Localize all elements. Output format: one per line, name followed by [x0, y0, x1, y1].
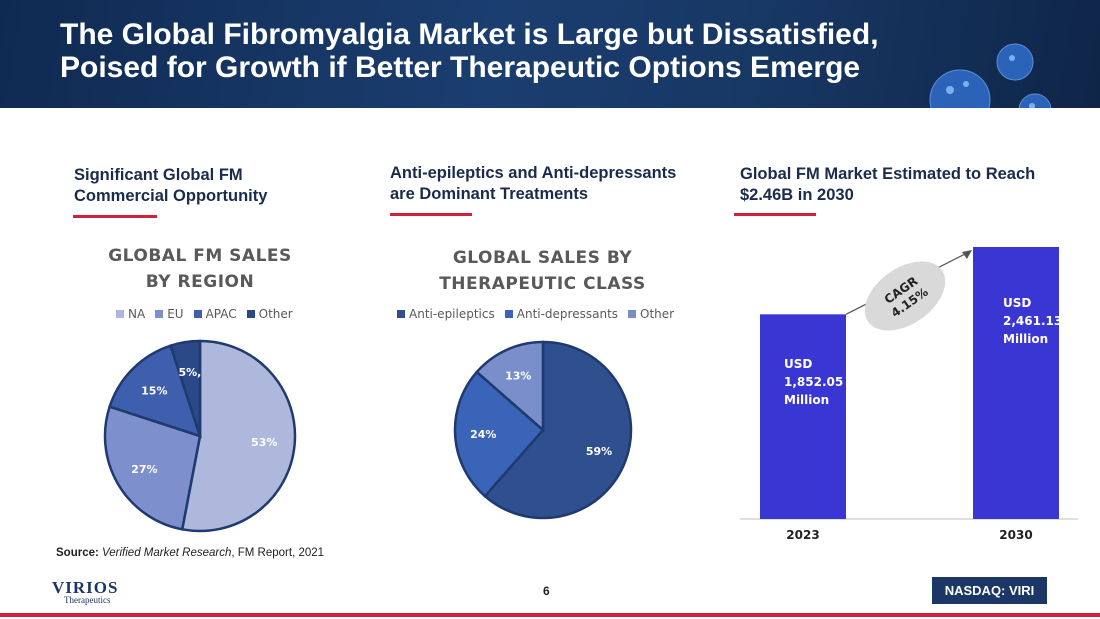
chart1-title-line-1: GLOBAL FM SALES — [108, 246, 292, 266]
chart1-legend-swatch — [116, 310, 124, 318]
chart1-legend: NA EU APAC Other — [116, 307, 293, 321]
chart1-slice-na — [180, 339, 297, 533]
chart1-slice-other — [169, 339, 202, 437]
chart2-data-label: 13% — [505, 369, 531, 382]
chart2-legend-label: Other — [640, 307, 675, 321]
column-heading-2: Anti-epileptics and Anti-depressants are… — [390, 163, 710, 205]
chart3-bar-label: 1,852.05 — [784, 375, 843, 389]
chart1-legend-item: NA — [116, 307, 145, 321]
chart3-arrow-head — [962, 250, 972, 259]
chart1-title: GLOBAL FM SALES BY REGION — [90, 243, 310, 295]
chart1-legend-item: EU — [155, 307, 184, 321]
footer-rule — [0, 613, 1100, 617]
chart1-legend-label: NA — [128, 307, 146, 321]
accent-rule-1 — [73, 215, 157, 218]
chart2-legend-label: Anti-depressants — [516, 307, 619, 321]
column-heading-2-line-2: are Dominant Treatments — [390, 185, 589, 203]
chart2-data-label: 59% — [586, 445, 612, 458]
column-heading-2-line-1: Anti-epileptics and Anti-depressants — [390, 164, 677, 182]
chart2-title-line-1: GLOBAL SALES BY — [452, 248, 633, 268]
column-heading-3: Global FM Market Estimated to Reach $2.4… — [740, 164, 1080, 206]
column-heading-3-line-1: Global FM Market Estimated to Reach — [740, 165, 1036, 183]
logo-wordmark: VIRIOS — [52, 578, 119, 597]
chart2-legend-item: Anti-epileptics — [397, 307, 495, 321]
virus-illustration-icon — [929, 43, 1052, 108]
chart2-slice-other — [475, 340, 545, 433]
title-line-2: Poised for Growth if Better Therapeutic … — [60, 51, 861, 84]
title-line-1: The Global Fibromyalgia Market is Large … — [60, 18, 879, 51]
chart3-cagr-ellipse — [864, 261, 946, 331]
chart1-data-label: 53% — [251, 436, 277, 449]
chart2-legend-swatch — [628, 310, 637, 318]
chart3-bar-label: Million — [784, 393, 829, 407]
chart1-legend-label: EU — [167, 307, 184, 321]
chart1-title-line-2: BY REGION — [145, 272, 255, 292]
chart3-bar-2030 — [973, 247, 1059, 519]
chart3-tick-label: 2030 — [999, 528, 1032, 542]
chart2-legend-swatch — [504, 310, 513, 318]
chart2-title: GLOBAL SALES BY THERAPEUTIC CLASS — [420, 245, 665, 297]
chart2-legend-item: Anti-depressants — [504, 307, 619, 321]
chart2-legend-item: Other — [628, 307, 674, 321]
chart1-data-label: 27% — [131, 463, 157, 476]
logo-subtitle: Therapeutics — [64, 595, 111, 605]
chart2-slice-anti-epileptics — [483, 340, 633, 520]
source-note: Source: Verified Market Research, FM Rep… — [56, 547, 324, 559]
chart1-slice-eu — [103, 405, 202, 531]
source-label: Source: — [56, 547, 99, 559]
chart2-title-line-2: THERAPEUTIC CLASS — [439, 274, 646, 294]
column-heading-1-line-2: Commercial Opportunity — [74, 187, 268, 205]
chart3-bar-2023 — [760, 314, 846, 519]
column-heading-1: Significant Global FM Commercial Opportu… — [74, 165, 334, 207]
page-number: 6 — [543, 584, 550, 598]
chart1-legend-item: Other — [246, 307, 293, 321]
chart2-legend-label: Anti-epileptics — [409, 307, 495, 321]
chart1-legend-swatch — [246, 310, 255, 318]
chart1-legend-swatch — [193, 310, 202, 318]
chart2-legend-swatch — [397, 310, 405, 318]
chart1-legend-label: APAC — [205, 307, 237, 321]
chart3-bar-label: 2,461.13 — [1003, 314, 1062, 328]
chart3-tick-label: 2023 — [786, 528, 819, 542]
accent-rule-2 — [390, 213, 472, 216]
column-heading-1-line-1: Significant Global FM — [74, 166, 243, 184]
chart2-slice-anti-depressants — [453, 370, 545, 498]
ticker-badge: NASDAQ: VIRI — [932, 577, 1047, 604]
chart2-legend: Anti-epileptics Anti-depressants Other — [397, 307, 674, 321]
chart2-data-label: 24% — [470, 428, 496, 441]
chart3-bar-label: USD — [784, 357, 812, 371]
header-banner: The Global Fibromyalgia Market is Large … — [0, 0, 1100, 108]
page-title: The Global Fibromyalgia Market is Large … — [60, 18, 940, 84]
chart3-bar-label: Million — [1003, 332, 1048, 346]
source-publisher: Verified Market Research — [102, 547, 232, 559]
column-heading-3-line-2: $2.46B in 2030 — [740, 186, 854, 204]
chart1-legend-item: APAC — [193, 307, 237, 321]
chart1-data-label: 15% — [141, 384, 167, 397]
chart1-data-label: 5%, — [178, 366, 201, 379]
source-details: , FM Report, 2021 — [231, 547, 325, 559]
company-logo: VIRIOS Therapeutics — [52, 578, 118, 605]
accent-rule-3 — [734, 213, 816, 216]
chart3-bar-label: USD — [1003, 296, 1031, 310]
chart1-legend-label: Other — [258, 307, 293, 321]
chart1-legend-swatch — [155, 310, 164, 318]
